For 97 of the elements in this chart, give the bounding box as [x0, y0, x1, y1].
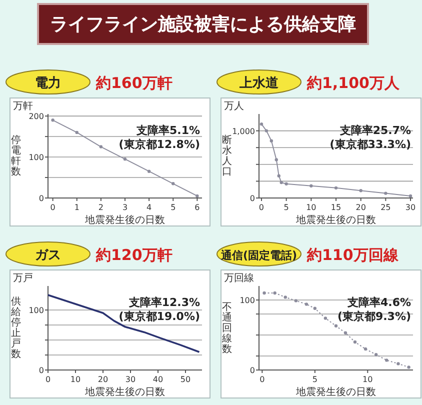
x-tick-label: 3	[122, 203, 128, 212]
point	[147, 170, 151, 173]
point	[75, 130, 78, 134]
x-tick-label: 5	[284, 203, 289, 212]
y-axis-title: 供給停止戸数	[10, 296, 21, 360]
annotation: 支障率25.7%	[338, 124, 411, 137]
x-tick-label: 5	[170, 203, 176, 212]
point	[385, 358, 388, 362]
point	[284, 182, 288, 186]
text: 万軒	[13, 101, 33, 112]
line-series	[51, 118, 199, 198]
y-tick-label: 1,000	[232, 126, 255, 136]
point	[334, 186, 338, 190]
annotation: 支障率5.1%	[135, 124, 200, 137]
text: 万戸	[13, 273, 33, 284]
y-tick-label: 0	[250, 366, 255, 375]
text: 万人	[224, 101, 244, 112]
point	[260, 122, 264, 126]
y-tick-label: 0	[38, 194, 44, 203]
point	[99, 145, 103, 148]
point	[270, 139, 274, 142]
point	[304, 302, 308, 306]
y-axis-title: 停電軒数	[11, 134, 21, 178]
y-tick-label: 0	[38, 366, 44, 375]
point	[273, 291, 276, 295]
x-tick-label: 5	[312, 375, 318, 384]
annotation: 支障率12.3%	[128, 296, 200, 309]
x-tick-label: 25	[380, 203, 391, 212]
point	[374, 353, 378, 356]
point	[407, 366, 410, 369]
annotation: (東京都12.8%)	[118, 138, 200, 151]
point	[196, 194, 199, 198]
x-axis-title: 地震発生後の日数	[84, 214, 165, 226]
x-tick-label: 40	[152, 375, 164, 384]
annotation: (東京都19.0%)	[118, 310, 200, 323]
x-axis-title: 地震発生後の日数	[84, 386, 165, 398]
y-axis-title: 断水人口	[222, 134, 232, 178]
y-axis-title: 不通回線数	[221, 302, 232, 355]
annotation: (東京都33.3%)	[330, 138, 411, 151]
x-tick-label: 0	[258, 203, 264, 212]
chart-subtitle: 約110万回線	[306, 246, 400, 264]
y-tick-label: 100	[28, 306, 44, 315]
text: 万回線	[224, 273, 254, 284]
x-tick-label: 4	[146, 203, 152, 212]
x-tick-label: 0	[260, 375, 265, 384]
x-tick-label: 1	[74, 203, 80, 212]
x-tick-label: 15	[330, 203, 342, 212]
point	[310, 184, 313, 188]
x-tick-label: 20	[356, 203, 366, 212]
point	[384, 192, 388, 195]
x-tick-label: 10	[362, 375, 373, 384]
x-tick-label: 2	[98, 203, 104, 212]
x-tick-label: 30	[125, 375, 136, 384]
y-tick-label: 200	[28, 112, 44, 122]
annotation: (東京都9.3%)	[337, 310, 411, 323]
point	[294, 299, 298, 302]
x-tick-label: 0	[50, 203, 56, 212]
line-series	[47, 294, 200, 353]
x-axis-title: 地震発生後の日数	[295, 214, 376, 226]
x-tick-label: 30	[405, 203, 416, 212]
x-tick-label: 6	[194, 203, 200, 212]
chart-subtitle: 約120万軒	[95, 246, 172, 264]
x-tick-label: 10	[70, 375, 81, 384]
y-tick-label: 100	[28, 153, 44, 162]
point	[334, 324, 338, 328]
point	[344, 331, 348, 334]
x-tick-label: 20	[98, 375, 108, 384]
chart-title: 通信(固定電話)	[220, 249, 298, 262]
point	[324, 316, 328, 320]
text: ライフライン施設被害による供給支障	[50, 14, 356, 35]
point	[274, 158, 278, 162]
point	[123, 157, 127, 161]
x-tick-label: 0	[45, 375, 51, 384]
point	[396, 362, 400, 366]
point	[313, 306, 317, 310]
chart-title: 上水道	[238, 76, 280, 91]
point	[264, 129, 268, 132]
y-tick-label: 100	[240, 296, 255, 305]
chart-title: ガス	[35, 248, 61, 263]
x-axis-title: 地震発生後の日数	[295, 386, 376, 398]
point	[408, 194, 412, 198]
chart-subtitle: 約160万軒	[95, 74, 172, 92]
annotation: 支障率4.6%	[346, 296, 411, 309]
point	[262, 291, 266, 295]
chart-subtitle: 約1,100万人	[306, 74, 400, 92]
chart-title: 電力	[35, 76, 61, 91]
point	[277, 174, 280, 178]
point	[359, 189, 362, 192]
point	[353, 340, 357, 344]
point	[284, 296, 287, 299]
x-tick-label: 50	[180, 375, 191, 384]
point	[280, 180, 283, 184]
x-tick-label: 10	[306, 203, 316, 212]
point	[172, 182, 175, 186]
y-tick-label: 0	[250, 194, 255, 203]
point	[51, 118, 54, 122]
point	[364, 347, 368, 351]
